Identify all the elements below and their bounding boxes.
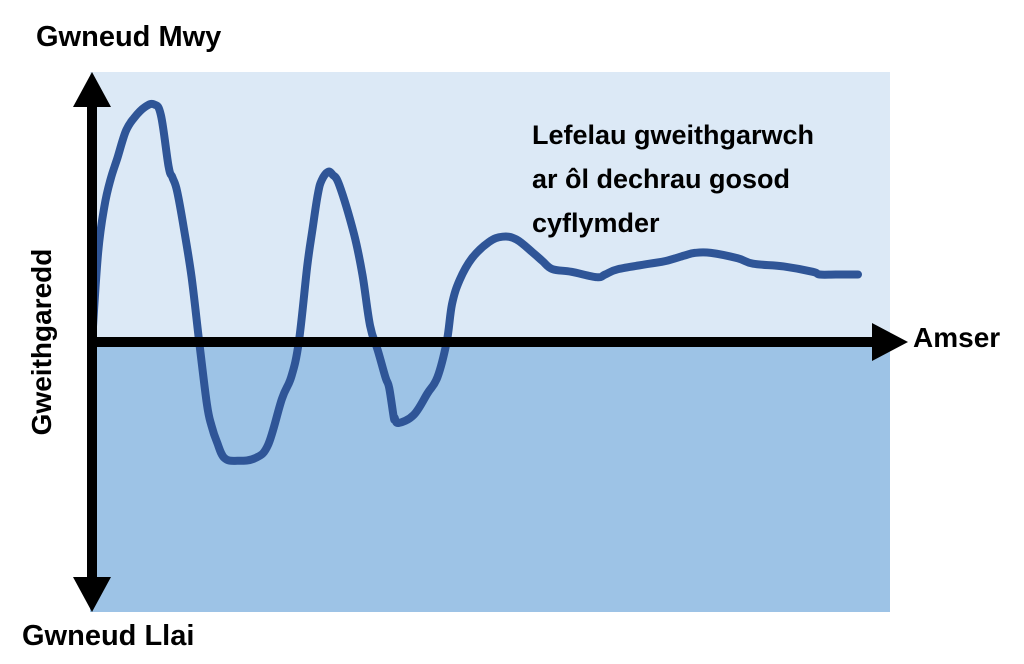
annotation-line-3: cyflymder — [532, 208, 660, 238]
y-axis-arrow-up — [73, 72, 111, 107]
annotation-line-1: Lefelau gweithgarwch — [532, 120, 814, 150]
y-bottom-label: Gwneud Llai — [22, 620, 194, 652]
series-line — [88, 99, 862, 465]
x-axis-label: Amser — [913, 322, 1000, 353]
upper-region — [90, 72, 890, 342]
annotation-line-2: ar ôl dechrau gosod — [532, 164, 790, 194]
y-top-label: Gwneud Mwy — [36, 21, 221, 53]
x-axis-arrow — [872, 323, 908, 361]
y-axis-arrow-down — [73, 577, 111, 612]
y-axis-label: Gweithgaredd — [26, 249, 57, 436]
lower-region — [90, 342, 890, 612]
